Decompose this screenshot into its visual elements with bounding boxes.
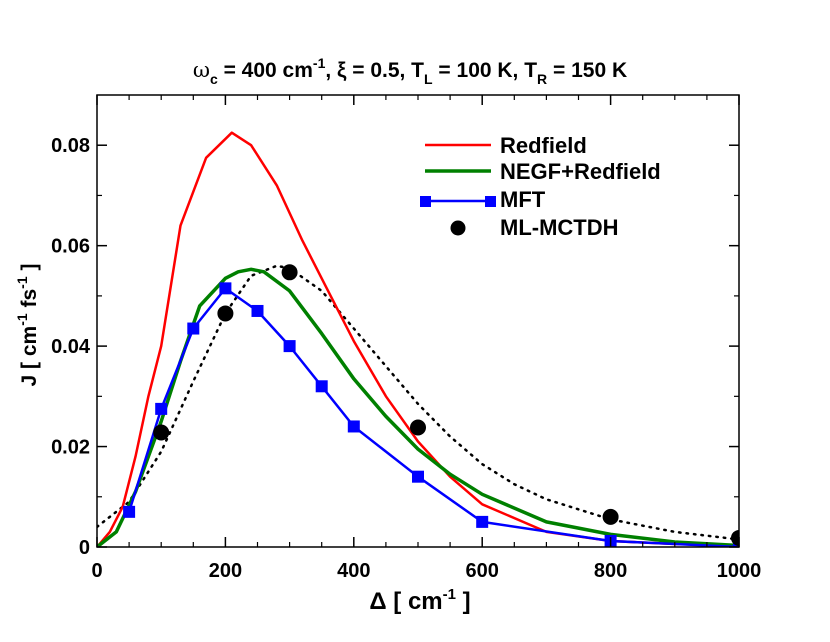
series-line-mft — [127, 287, 739, 547]
title-omega: ω — [193, 58, 210, 82]
ml-mctdh-point — [153, 424, 170, 441]
ml-mctdh-point — [217, 305, 234, 322]
series-line-ml-mctdh-fit — [97, 264, 739, 541]
mft-point — [347, 420, 360, 433]
ml-mctdh-point — [602, 508, 619, 525]
legend-marker-mlmctdh — [450, 220, 466, 236]
title-part2: , ξ = 0.5, T — [325, 59, 424, 82]
title-part1: = 400 cm — [218, 59, 313, 82]
ml-mctdh-point — [731, 529, 739, 546]
y-axis-label: J [ cm-1 fs-1 ] — [14, 264, 41, 387]
x-tick-label: 600 — [466, 560, 499, 582]
mft-point — [283, 340, 296, 353]
series-layer — [97, 131, 739, 547]
y-label-sup1: -1 — [14, 313, 30, 326]
ml-mctdh-point — [281, 264, 298, 281]
x-tick-label: 200 — [209, 560, 242, 582]
x-label-main: Δ [ cm — [369, 588, 442, 615]
x-label-sup: -1 — [443, 586, 456, 603]
y-tick-label: 0 — [79, 537, 90, 559]
mft-point — [476, 515, 489, 528]
title-omega-sub: c — [210, 71, 218, 87]
series-line-negf-redfield — [97, 267, 739, 547]
legend-label-mlmctdh: ML-MCTDH — [500, 215, 619, 240]
title-part2-sub: L — [424, 71, 433, 87]
y-label-end: ] — [18, 264, 41, 277]
x-axis-label: Δ [ cm-1 ] — [369, 586, 470, 615]
chart-title: ωc = 400 cm-1, ξ = 0.5, TL = 100 K, TR =… — [193, 55, 627, 87]
legend-label-redfield: Redfield — [500, 133, 587, 158]
y-tick-label: 0.02 — [51, 437, 90, 459]
y-tick-label: 0.04 — [51, 336, 91, 358]
ml-mctdh-point — [410, 419, 426, 436]
y-label-mid: fs — [18, 289, 41, 314]
y-tick-label: 0.06 — [51, 236, 90, 258]
legend-marker-mft-right — [485, 196, 496, 207]
series-line-redfield — [97, 131, 739, 547]
mft-point — [123, 505, 136, 518]
title-part1-sup: -1 — [313, 55, 326, 71]
x-tick-label: 400 — [337, 560, 370, 582]
ticks-layer: 0 200 400 600 800 1000 0 0.02 0.04 0.06 0.08 — [51, 95, 761, 582]
mft-point — [412, 470, 424, 483]
x-tick-label: 800 — [594, 560, 627, 582]
mft-point — [187, 322, 200, 335]
mft-point — [219, 282, 232, 295]
legend-marker-mft-left — [420, 196, 431, 207]
mft-point — [251, 304, 264, 317]
x-tick-label: 1000 — [717, 560, 762, 582]
y-label-sup2: -1 — [14, 276, 30, 289]
title-part3: = 100 K, T — [433, 59, 538, 82]
x-label-end: ] — [456, 588, 471, 615]
legend-label-mft: MFT — [500, 187, 546, 212]
title-part3-sub: R — [537, 71, 547, 87]
x-tick-label: 0 — [91, 560, 102, 582]
y-tick-label: 0.08 — [51, 135, 90, 157]
title-part4: = 150 K — [547, 59, 627, 82]
legend-label-negf: NEGF+Redfield — [500, 159, 661, 184]
y-label-main: J [ cm — [18, 326, 41, 387]
mft-point — [155, 402, 168, 415]
legend: Redfield NEGF+Redfield MFT ML-MCTDH — [420, 133, 661, 240]
mft-point — [315, 380, 328, 393]
